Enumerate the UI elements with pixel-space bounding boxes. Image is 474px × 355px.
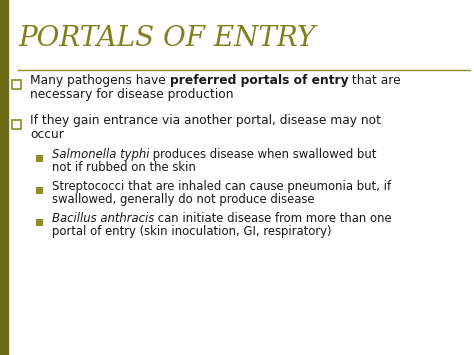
Text: swallowed, generally do not produce disease: swallowed, generally do not produce dise… bbox=[52, 193, 315, 206]
Text: portal of entry (skin inoculation, GI, respiratory): portal of entry (skin inoculation, GI, r… bbox=[52, 225, 331, 238]
Text: preferred portals of entry: preferred portals of entry bbox=[170, 74, 348, 87]
Text: Salmonella typhi: Salmonella typhi bbox=[52, 148, 149, 161]
FancyBboxPatch shape bbox=[36, 187, 43, 194]
Text: not if rubbed on the skin: not if rubbed on the skin bbox=[52, 161, 196, 174]
Text: Streptococci that are inhaled can cause pneumonia but, if: Streptococci that are inhaled can cause … bbox=[52, 180, 391, 193]
Text: If they gain entrance via another portal, disease may not: If they gain entrance via another portal… bbox=[30, 114, 381, 127]
Text: Many pathogens have: Many pathogens have bbox=[30, 74, 170, 87]
Text: that are: that are bbox=[348, 74, 401, 87]
Text: can initiate disease from more than one: can initiate disease from more than one bbox=[154, 212, 392, 225]
FancyBboxPatch shape bbox=[36, 155, 43, 162]
Text: Bacillus anthracis: Bacillus anthracis bbox=[52, 212, 154, 225]
Bar bbox=[0, 0, 8, 355]
Text: necessary for disease production: necessary for disease production bbox=[30, 88, 234, 101]
FancyBboxPatch shape bbox=[36, 219, 43, 226]
Text: PORTALS OF ENTRY: PORTALS OF ENTRY bbox=[18, 25, 315, 52]
Text: produces disease when swallowed but: produces disease when swallowed but bbox=[149, 148, 377, 161]
Text: occur: occur bbox=[30, 128, 64, 141]
